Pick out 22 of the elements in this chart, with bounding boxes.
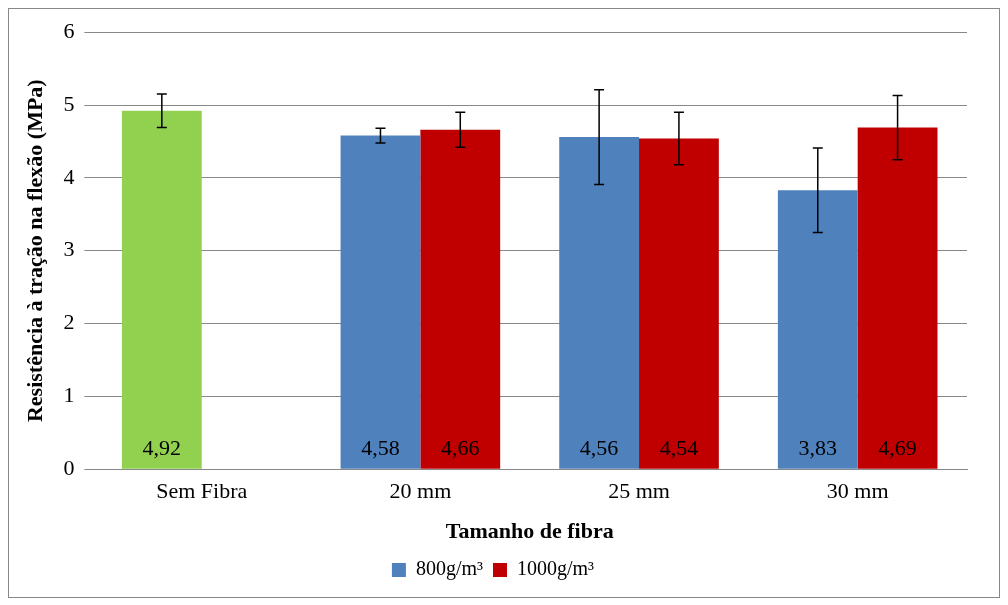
data-label: 4,58 bbox=[361, 435, 400, 461]
y-tick-label: 0 bbox=[63, 454, 75, 480]
legend-label: 800g/m³ bbox=[415, 557, 483, 581]
data-label: 4,54 bbox=[659, 435, 699, 461]
x-tick-label: 30 mm bbox=[826, 478, 889, 504]
data-label: 4,69 bbox=[878, 435, 917, 461]
x-tick-label: 25 mm bbox=[608, 478, 670, 504]
y-tick-label: 3 bbox=[63, 236, 75, 262]
y-tick-label: 1 bbox=[63, 382, 75, 408]
x-tick-label: 20 mm bbox=[389, 478, 452, 504]
x-axis-title: Tamanho de fibra bbox=[445, 518, 614, 544]
y-tick-label: 4 bbox=[63, 163, 75, 189]
y-axis-title: Resistência à tração na flexão (MPa) bbox=[21, 79, 47, 423]
data-label: 4,66 bbox=[441, 435, 480, 461]
data-label: 3,83 bbox=[798, 435, 838, 461]
data-label: 4,56 bbox=[579, 435, 619, 461]
data-label: 4,92 bbox=[142, 435, 182, 461]
y-tick-label: 2 bbox=[63, 309, 75, 335]
y-tick-label: 6 bbox=[63, 17, 75, 43]
legend-label: 1000g/m³ bbox=[517, 557, 595, 581]
y-tick-label: 5 bbox=[63, 90, 75, 116]
x-tick-label: Sem Fibra bbox=[156, 478, 248, 504]
